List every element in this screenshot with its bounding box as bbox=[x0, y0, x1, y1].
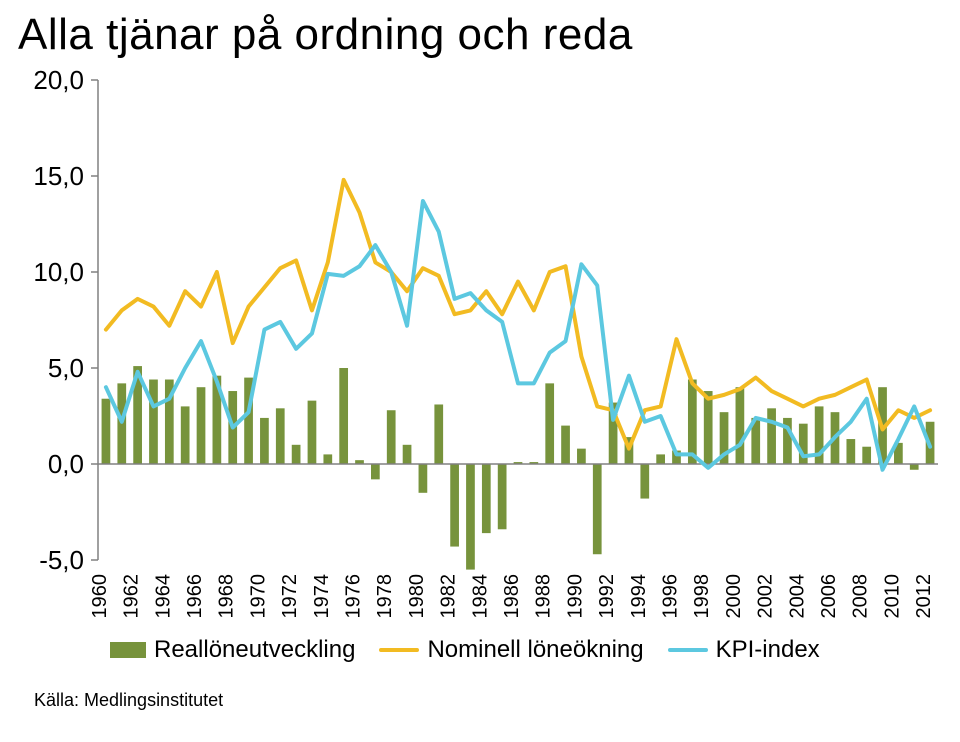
bar bbox=[276, 408, 285, 464]
bar bbox=[339, 368, 348, 464]
bar bbox=[102, 399, 111, 464]
svg-text:2012: 2012 bbox=[913, 574, 935, 619]
svg-text:1968: 1968 bbox=[216, 574, 238, 619]
legend-item: KPI-index bbox=[668, 636, 820, 664]
bar bbox=[323, 454, 332, 464]
bar bbox=[149, 380, 158, 464]
bar bbox=[387, 410, 396, 464]
svg-text:1978: 1978 bbox=[374, 574, 396, 619]
source-label: Källa: Medlingsinstitutet bbox=[34, 690, 960, 711]
legend-swatch bbox=[668, 648, 708, 652]
legend-label: Reallöneutveckling bbox=[154, 636, 355, 664]
svg-text:15,0: 15,0 bbox=[33, 161, 84, 191]
legend-label: KPI-index bbox=[716, 636, 820, 664]
svg-text:0,0: 0,0 bbox=[48, 449, 84, 479]
svg-text:1998: 1998 bbox=[691, 574, 713, 619]
bar bbox=[640, 464, 649, 499]
bar bbox=[197, 387, 206, 464]
svg-text:1966: 1966 bbox=[184, 574, 206, 619]
svg-text:1992: 1992 bbox=[596, 574, 618, 619]
legend-swatch bbox=[110, 642, 146, 658]
bar bbox=[482, 464, 491, 533]
bar bbox=[403, 445, 412, 464]
chart-container: -5,0 0,0 5,0 10,0 15,0 20,0 1960 1962 1964 1966 19… bbox=[18, 70, 948, 630]
svg-text:2006: 2006 bbox=[818, 574, 840, 619]
bar bbox=[419, 464, 428, 493]
bar bbox=[688, 380, 697, 464]
legend: Reallöneutveckling Nominell löneökning KPI… bbox=[110, 636, 960, 664]
svg-text:10,0: 10,0 bbox=[33, 257, 84, 287]
legend-item: Nominell löneökning bbox=[379, 636, 643, 664]
bar bbox=[910, 464, 919, 470]
bar bbox=[308, 401, 317, 464]
bar bbox=[292, 445, 301, 464]
bar bbox=[260, 418, 269, 464]
svg-text:1980: 1980 bbox=[406, 574, 428, 619]
bar bbox=[704, 391, 713, 464]
chart-svg: -5,0 0,0 5,0 10,0 15,0 20,0 1960 1962 1964 1966 19… bbox=[18, 70, 948, 630]
bar bbox=[434, 404, 443, 464]
bar bbox=[593, 464, 602, 554]
svg-text:1988: 1988 bbox=[533, 574, 555, 619]
legend-swatch bbox=[379, 648, 419, 652]
bar bbox=[767, 408, 776, 464]
svg-text:20,0: 20,0 bbox=[33, 70, 84, 95]
svg-text:1972: 1972 bbox=[279, 574, 301, 619]
bar bbox=[466, 464, 475, 570]
svg-text:1996: 1996 bbox=[659, 574, 681, 619]
page-title: Alla tjänar på ordning och reda bbox=[18, 10, 960, 60]
svg-text:1986: 1986 bbox=[501, 574, 523, 619]
bar bbox=[181, 406, 190, 464]
svg-text:2008: 2008 bbox=[850, 574, 872, 619]
svg-text:-5,0: -5,0 bbox=[39, 545, 84, 575]
svg-text:1984: 1984 bbox=[469, 574, 491, 619]
bar bbox=[450, 464, 459, 547]
svg-text:2010: 2010 bbox=[881, 574, 903, 619]
svg-text:2002: 2002 bbox=[755, 574, 777, 619]
legend-item: Reallöneutveckling bbox=[110, 636, 355, 664]
bar bbox=[862, 447, 871, 464]
svg-text:1960: 1960 bbox=[89, 574, 111, 619]
bar bbox=[498, 464, 507, 529]
svg-text:2000: 2000 bbox=[723, 574, 745, 619]
bar bbox=[736, 387, 745, 464]
svg-text:1964: 1964 bbox=[152, 574, 174, 619]
bar bbox=[371, 464, 380, 479]
bar bbox=[846, 439, 855, 464]
legend-label: Nominell löneökning bbox=[427, 636, 643, 664]
svg-text:1974: 1974 bbox=[311, 574, 333, 619]
svg-text:1994: 1994 bbox=[628, 574, 650, 619]
svg-text:5,0: 5,0 bbox=[48, 353, 84, 383]
svg-text:1970: 1970 bbox=[247, 574, 269, 619]
bar bbox=[656, 454, 665, 464]
svg-text:1976: 1976 bbox=[343, 574, 365, 619]
bar bbox=[545, 383, 554, 464]
svg-text:1982: 1982 bbox=[438, 574, 460, 619]
bar bbox=[577, 449, 586, 464]
bar bbox=[561, 426, 570, 464]
svg-text:1962: 1962 bbox=[121, 574, 143, 619]
svg-text:2004: 2004 bbox=[786, 574, 808, 619]
svg-text:1990: 1990 bbox=[564, 574, 586, 619]
